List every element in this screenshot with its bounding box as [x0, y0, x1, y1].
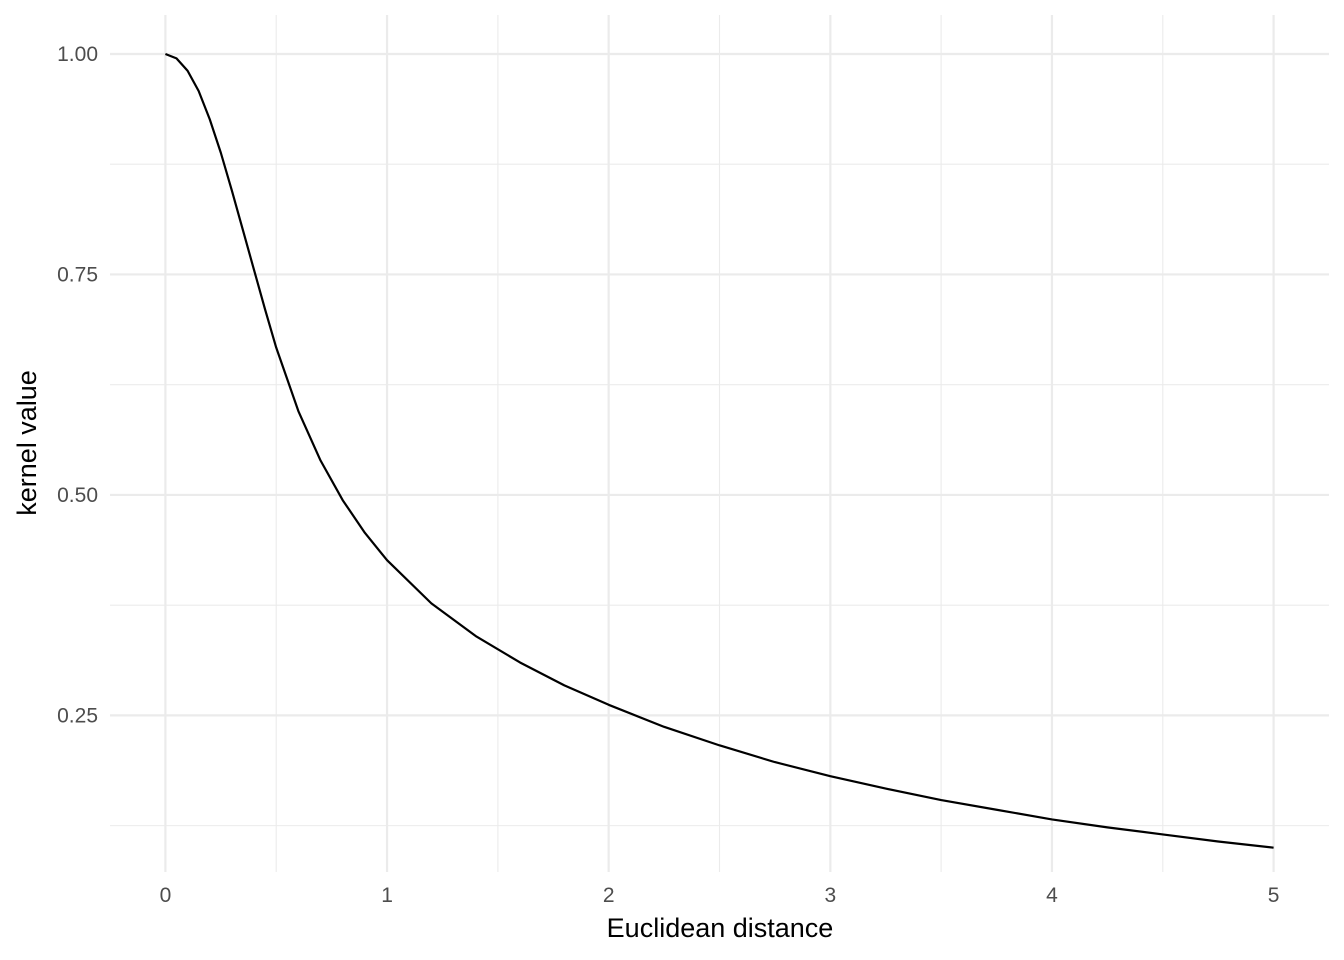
x-tick-label: 5 — [1268, 884, 1280, 907]
y-tick-label: 1.00 — [57, 43, 98, 66]
major-gridlines — [110, 15, 1329, 872]
x-tick-label: 3 — [824, 884, 836, 907]
y-axis-title: kernel value — [12, 370, 42, 516]
y-tick-labels: 0.25 0.50 0.75 1.00 — [57, 43, 98, 727]
kernel-curve-line — [165, 52, 1274, 849]
x-axis-title: Euclidean distance — [607, 913, 834, 943]
x-tick-label: 4 — [1046, 884, 1058, 907]
y-tick-label: 0.75 — [57, 263, 98, 286]
y-tick-label: 0.50 — [57, 484, 98, 507]
minor-gridlines — [110, 15, 1329, 872]
x-tick-label: 1 — [381, 884, 393, 907]
y-tick-label: 0.25 — [57, 704, 98, 727]
x-tick-label: 2 — [603, 884, 615, 907]
x-tick-label: 0 — [160, 884, 172, 907]
series-layer — [165, 52, 1274, 849]
x-tick-labels: 0 1 2 3 4 5 — [160, 884, 1280, 907]
